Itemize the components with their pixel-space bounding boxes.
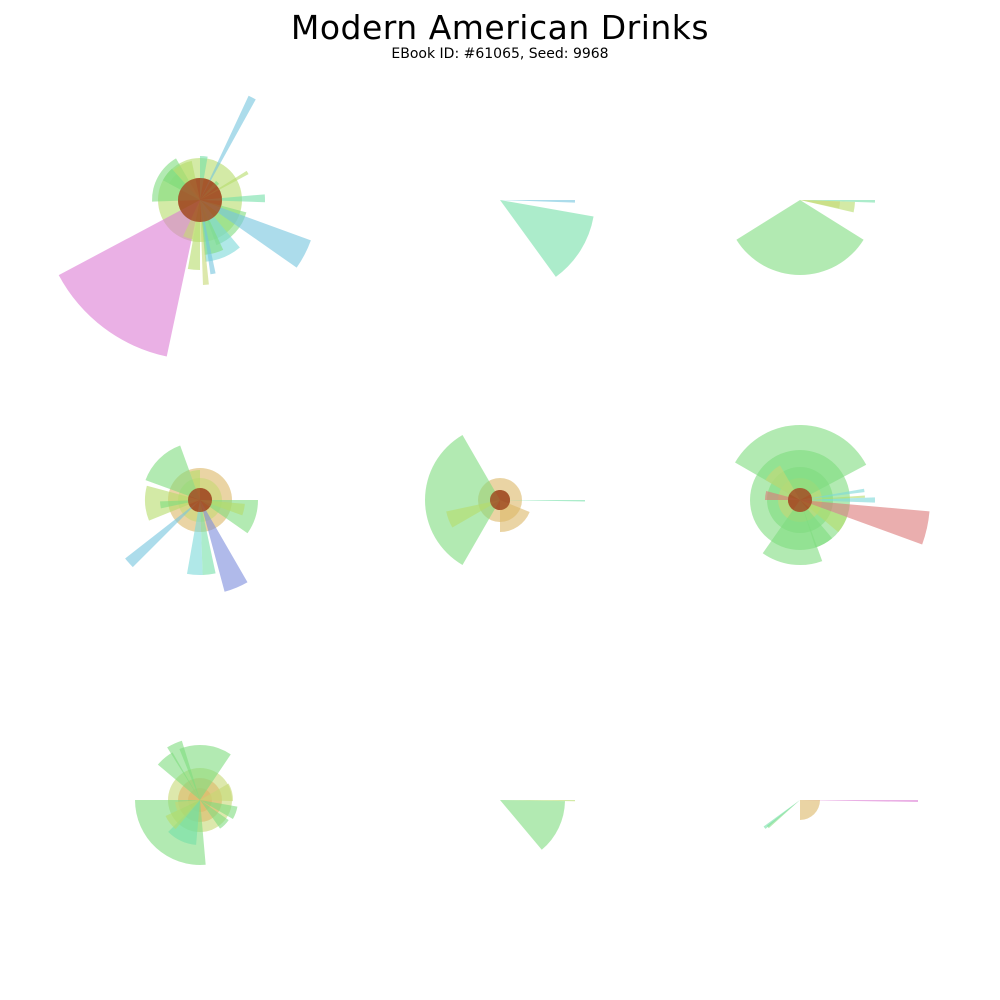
glyph-9-bar-0	[800, 800, 918, 803]
chart-title: Modern American Drinks	[290, 8, 710, 47]
glyph-9-bar-3	[763, 800, 800, 829]
glyph-9-bar-2	[766, 800, 800, 829]
glyph-4-bar-4	[200, 500, 248, 592]
glyph-3	[736, 200, 875, 275]
glyph-7-bar-1	[167, 740, 200, 800]
glyph-6-bar-3	[800, 495, 865, 500]
glyph-4-center-dot	[188, 488, 212, 512]
glyph-2	[500, 200, 594, 277]
glyph-6	[735, 425, 930, 565]
glyph-1-bar-11	[200, 200, 311, 268]
glyph-7-bar-5	[200, 800, 229, 829]
glyph-1-bar-0	[58, 200, 201, 357]
glyph-7-bar-2	[179, 744, 231, 800]
glyph-6-bar-7	[800, 500, 833, 548]
glyph-5-bar-3	[446, 500, 500, 528]
glyph-7-bar-8	[165, 800, 200, 830]
glyph-1	[58, 95, 311, 357]
glyph-7-bar-7	[168, 800, 200, 845]
glyph-7-bar-4	[200, 800, 238, 819]
glyph-4	[125, 445, 258, 592]
glyph-7-bar-0	[157, 752, 200, 800]
glyph-5-bar-2	[425, 435, 500, 565]
glyph-1-center-dot	[178, 178, 222, 222]
glyph-7-bar-3	[200, 783, 234, 802]
glyph-3-bar-2	[800, 200, 840, 209]
glyph-9-bar-1	[800, 800, 820, 820]
glyph-5-center-dot	[490, 490, 510, 510]
glyph-6-bar-6	[800, 500, 847, 533]
glyph-9	[763, 800, 918, 829]
glyph-7	[135, 740, 238, 865]
chart-subtitle: EBook ID: #61065, Seed: 9968	[391, 46, 609, 62]
glyph-8	[500, 800, 576, 850]
glyph-5-bar-0	[500, 500, 586, 502]
glyph-4-bar-0	[145, 445, 200, 500]
glyph-3-bar-1	[800, 200, 855, 213]
glyph-4-bar-7	[125, 500, 200, 568]
glyph-5-bar-1	[500, 500, 530, 532]
glyph-6-center-dot	[788, 488, 812, 512]
glyph-2-bar-0	[500, 200, 575, 203]
glyph-4-bar-6	[186, 500, 203, 575]
glyph-8-bar-1	[500, 800, 565, 850]
glyph-2-bar-1	[500, 200, 594, 277]
glyph-6-bar-1	[765, 465, 800, 500]
glyph-3-bar-3	[736, 200, 864, 275]
glyph-6-bar-4	[800, 497, 875, 503]
glyph-5	[425, 435, 586, 565]
glyph-7-bar-9	[175, 800, 200, 811]
glyph-1-bar-5	[200, 95, 256, 200]
glyph-6-bar-8	[762, 500, 823, 565]
glyph-6-bar-5	[800, 500, 930, 545]
glyph-6-bar-2	[800, 488, 865, 500]
glyph-4-bar-5	[200, 500, 216, 575]
